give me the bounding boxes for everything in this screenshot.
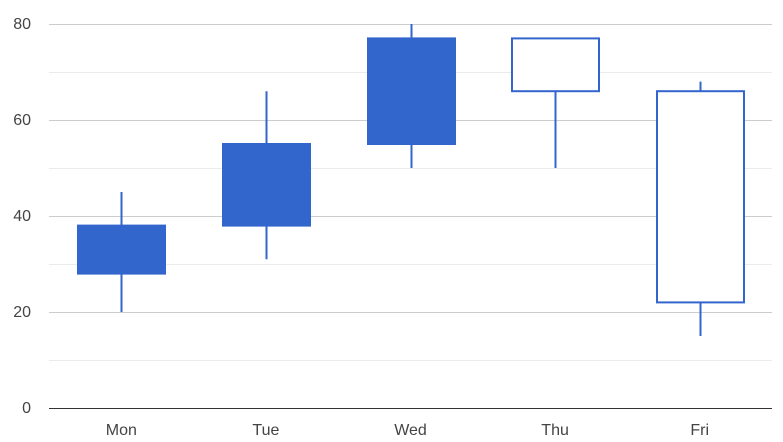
x-tick-label: Thu [541,422,569,439]
candle-thu [511,37,600,168]
x-tick-label: Wed [394,422,427,439]
x-tick-label: Tue [252,422,279,439]
candle-mon [77,192,166,312]
x-tick-label: Mon [106,422,137,439]
y-tick-label: 60 [13,112,31,129]
y-tick-label: 80 [13,16,31,33]
x-axis-labels: Mon Tue Wed Thu Fri [106,422,709,439]
candle-body [511,37,600,93]
candle-wed [367,24,456,168]
gridlines [49,24,772,361]
y-tick-label: 0 [22,400,31,417]
y-tick-label: 20 [13,304,31,321]
candle-body [222,143,311,227]
y-tick-label: 40 [13,208,31,225]
candle-body [77,224,166,275]
candles [77,24,745,336]
candle-body [656,90,745,304]
candle-tue [222,91,311,260]
x-tick-label: Fri [690,422,709,439]
candle-body [367,37,456,145]
y-axis-labels: 0 20 40 60 80 [13,16,31,417]
candle-fri [656,81,745,336]
